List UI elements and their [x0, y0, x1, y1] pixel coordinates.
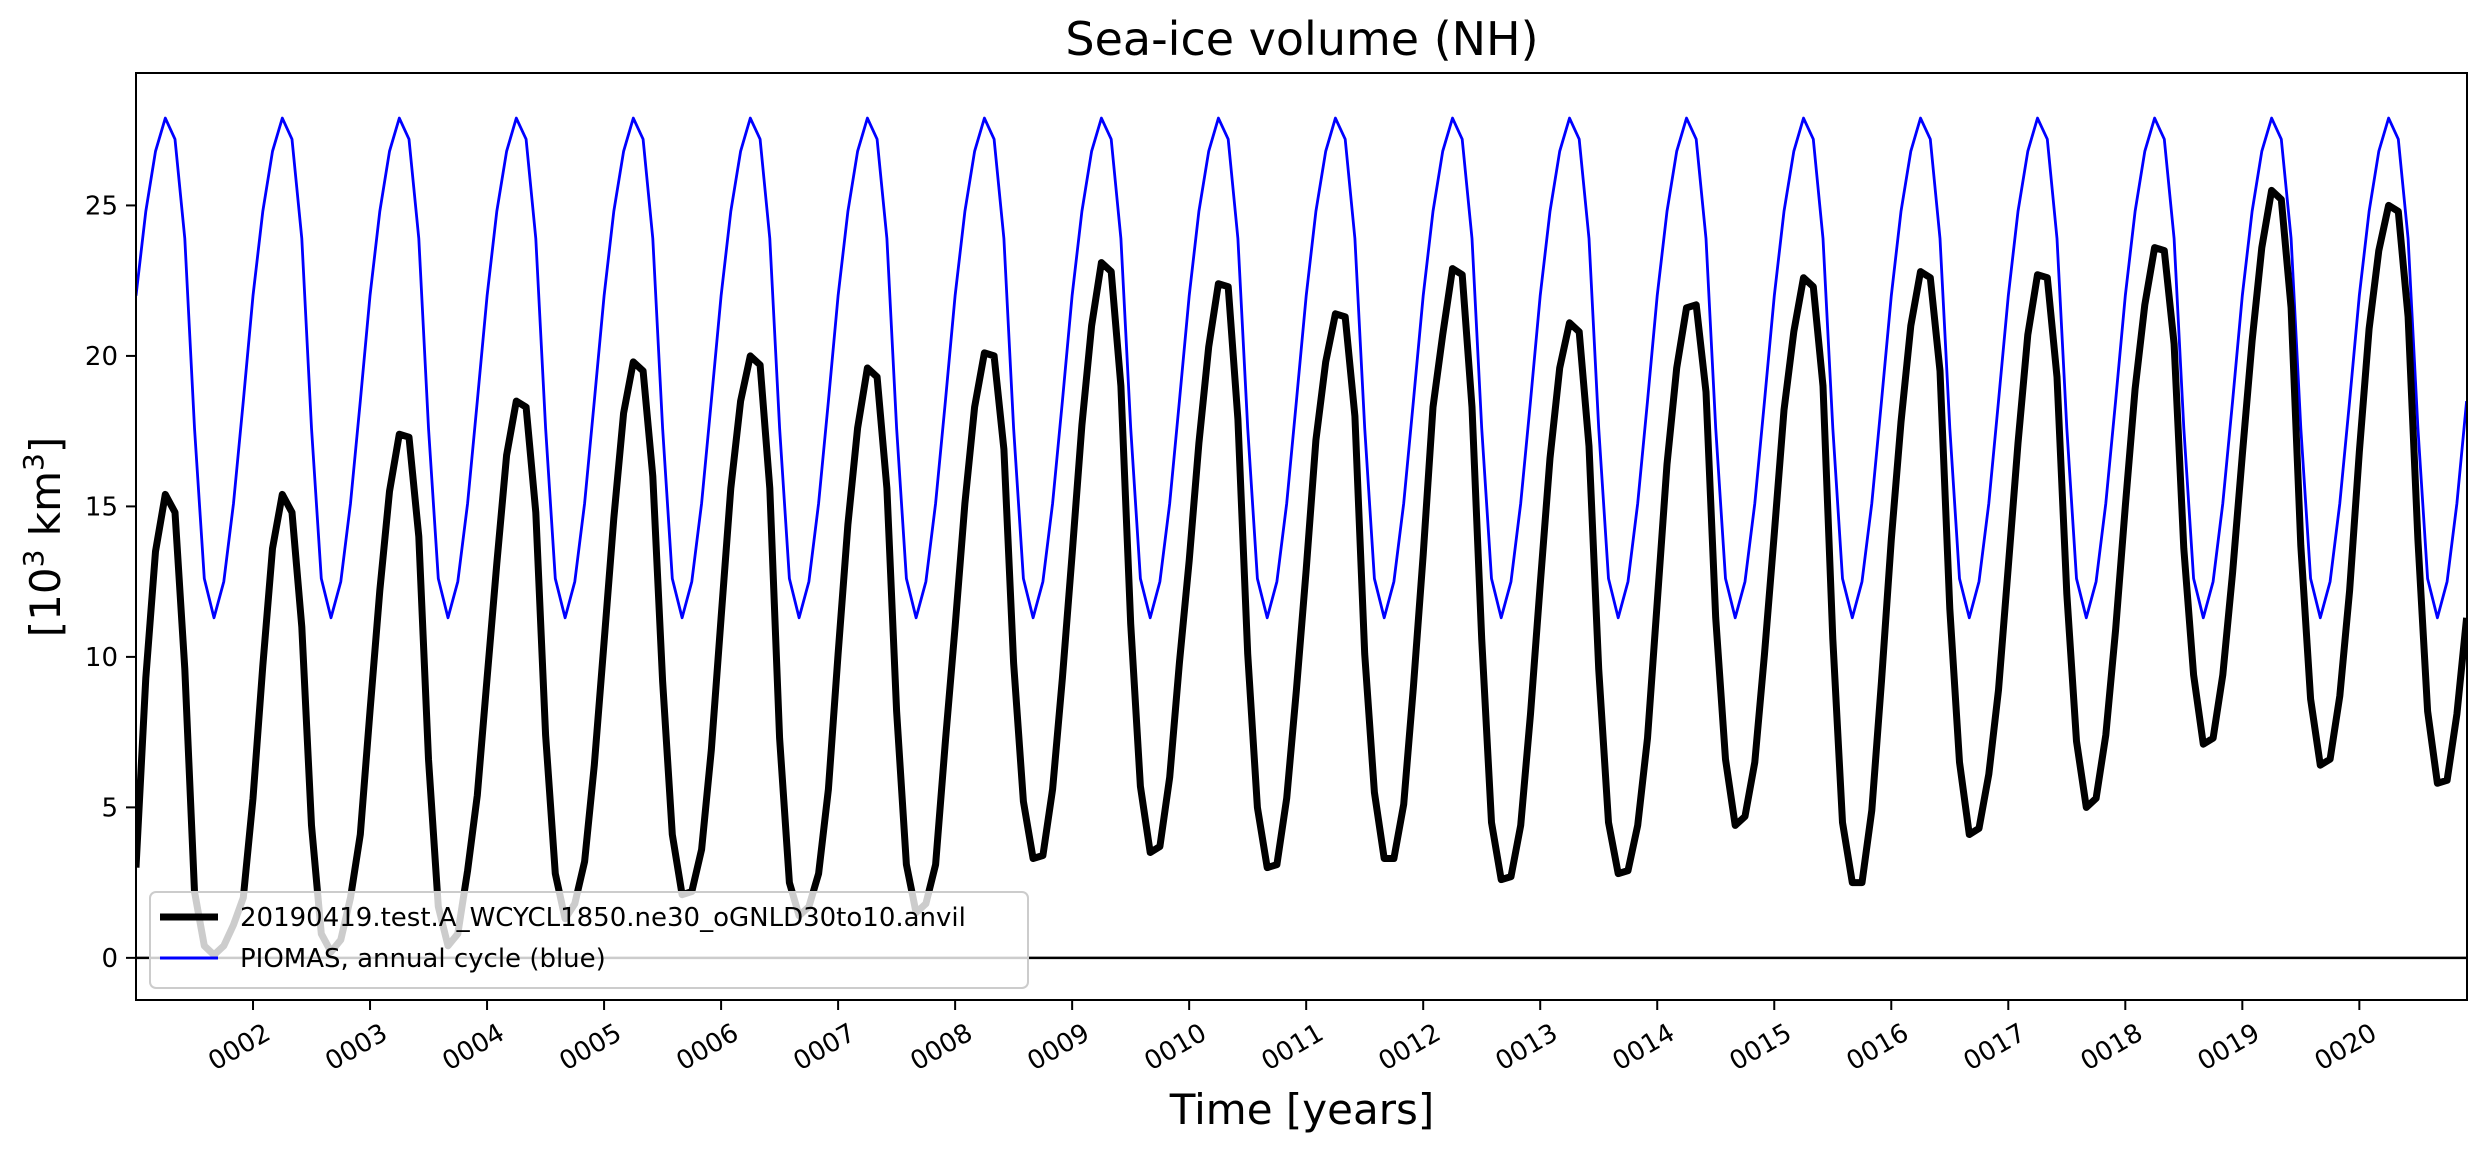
- y-tick-label: 10: [85, 643, 118, 673]
- y-tick-label: 25: [85, 191, 118, 221]
- y-tick-label: 15: [85, 492, 118, 522]
- y-tick-label: 5: [101, 793, 118, 823]
- series-line-piomas: [136, 116, 2467, 620]
- legend-label-model: 20190419.test.A_WCYCL1850.ne30_oGNLD30to…: [240, 903, 966, 933]
- chart-title: Sea-ice volume (NH): [1065, 12, 1538, 66]
- plot-frame: [135, 72, 2468, 1001]
- y-tick-label: 0: [101, 944, 118, 974]
- y-tick-label: 20: [85, 342, 118, 372]
- y-axis-ticks: 0 5 10 15 20 25: [85, 191, 136, 974]
- legend-box: [149, 891, 1029, 989]
- legend-label-piomas: PIOMAS, annual cycle (blue): [240, 944, 606, 974]
- y-axis-label: [103 km3]: [17, 437, 70, 637]
- x-axis-label: Time [years]: [1169, 1085, 1435, 1134]
- series-line-model: [136, 186, 2467, 959]
- legend: 20190419.test.A_WCYCL1850.ne30_oGNLD30to…: [149, 891, 1029, 989]
